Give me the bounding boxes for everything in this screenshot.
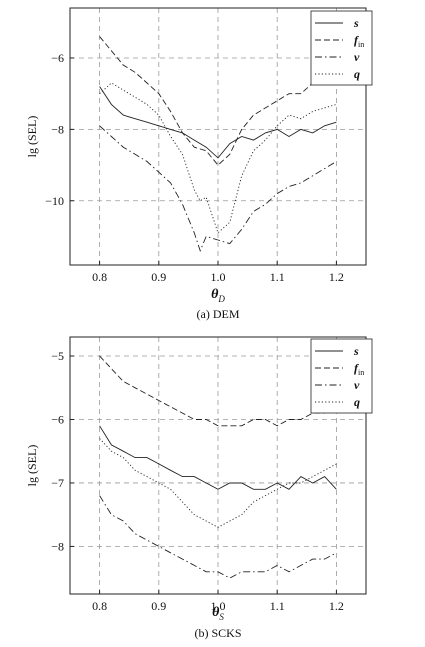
y-tick-label: −6 [51, 412, 64, 426]
chart-panel-1: 0.8 0.9 1.0 1.1 1.2 −6 −8 −10 lg (SEL) θD (a) DEM s… [25, 7, 373, 321]
series-line-f [99, 36, 337, 166]
y-tick-label: −8 [51, 122, 64, 136]
legend-label-f: fin [354, 33, 364, 49]
y-tick-label: −6 [51, 51, 64, 65]
x-axis-label-subscript: S [219, 612, 224, 622]
legend-label-text: s [353, 16, 359, 30]
x-axis-label: θD [211, 287, 225, 304]
x-tick-label: 0.9 [151, 270, 166, 284]
legend-label-text: s [353, 344, 359, 358]
legend-label-text: f [354, 361, 359, 375]
x-axis-label-subscript: D [217, 294, 225, 304]
series-group [99, 355, 337, 579]
legend-label-s: s [353, 344, 359, 358]
x-tick-label: 0.9 [151, 599, 166, 613]
legend-label-v: v [354, 50, 360, 64]
x-axis-label-symbol: θ [211, 287, 219, 302]
x-tick-label: 1.0 [211, 270, 226, 284]
y-tick-label: −7 [51, 476, 64, 490]
legend-label-q: q [354, 67, 360, 81]
panel-caption: (a) DEM [197, 307, 240, 321]
series-line-q [99, 82, 337, 234]
legend-label-text: q [354, 67, 360, 81]
legend-label-text: v [354, 378, 360, 392]
series-line-f [99, 355, 337, 427]
x-tick-label: 1.1 [270, 599, 285, 613]
x-tick-label: 1.2 [329, 270, 344, 284]
legend-label-text: q [354, 395, 360, 409]
legend-label-s: s [353, 16, 359, 30]
x-axis-label: θS [212, 605, 224, 622]
y-axis-label: lg (SEL) [25, 116, 39, 158]
series-line-q [99, 438, 337, 528]
y-axis-label: lg (SEL) [25, 445, 39, 487]
legend-label-text: v [354, 50, 360, 64]
legend-label-text: f [354, 33, 359, 47]
x-tick-label: 1.2 [329, 599, 344, 613]
series-line-v [99, 125, 337, 252]
legend-label-subscript: in [358, 368, 364, 377]
legend-label-q: q [354, 395, 360, 409]
series-line-s [99, 86, 337, 159]
x-axis-label-symbol: θ [212, 605, 220, 620]
panel-caption: (b) SCKS [194, 626, 241, 640]
series-line-s [99, 425, 337, 490]
x-tick-label: 1.1 [270, 270, 285, 284]
y-tick-label: −5 [51, 349, 64, 363]
series-group [99, 36, 337, 252]
x-tick-label: 0.8 [92, 599, 107, 613]
x-tick-label: 0.8 [92, 270, 107, 284]
y-tick-label: −10 [45, 194, 64, 208]
x-tick-label: 1.0 [211, 599, 226, 613]
chart-panel-2: 0.8 0.9 1.0 1.1 1.2 −5 −6 −7 −8 lg (SEL) θS (b) SCK… [25, 336, 373, 640]
legend-label-f: fin [354, 361, 364, 377]
legend-label-v: v [354, 378, 360, 392]
y-tick-label: −8 [51, 539, 64, 553]
legend-label-subscript: in [358, 40, 364, 49]
series-line-v [99, 495, 337, 579]
